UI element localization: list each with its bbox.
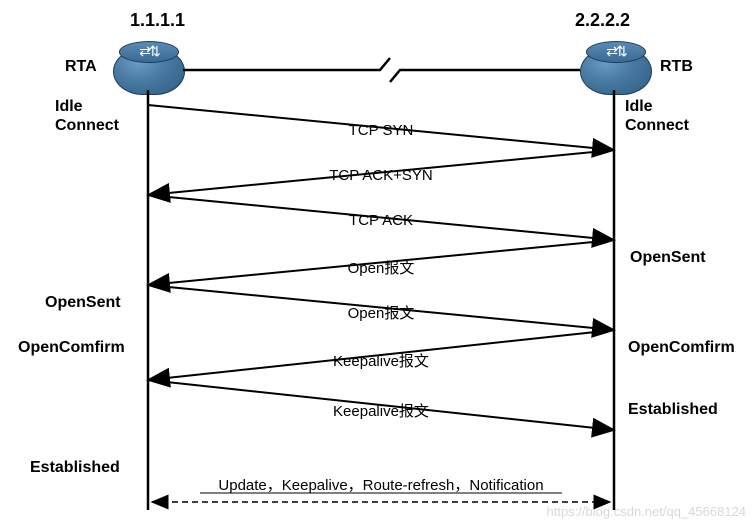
- router-arrows-icon: ⇄⇅: [139, 43, 158, 60]
- router-right-label: RTB: [660, 58, 693, 76]
- ip-right: 2.2.2.2: [575, 10, 630, 31]
- msg-tcp-acksyn: TCP ACK+SYN: [281, 167, 481, 184]
- state-right-established: Established: [628, 400, 718, 419]
- ip-left: 1.1.1.1: [130, 10, 185, 31]
- msg-open-2: Open报文: [281, 302, 481, 323]
- msg-keepalive-1: Keepalive报文: [281, 350, 481, 371]
- router-left-icon: ⇄⇅: [113, 48, 185, 95]
- state-right-opensent: OpenSent: [630, 248, 706, 267]
- router-arrows-icon: ⇄⇅: [606, 43, 625, 60]
- state-right-openconfirm: OpenComfirm: [628, 338, 735, 357]
- state-left-idle-connect: IdleConnect: [55, 97, 119, 135]
- state-right-idle-connect: IdleConnect: [625, 97, 689, 135]
- sequence-diagram: 1.1.1.1 2.2.2.2 ⇄⇅ ⇄⇅ RTA RTB IdleConnec…: [0, 0, 754, 525]
- state-left-openconfirm: OpenComfirm: [18, 338, 125, 357]
- msg-tcp-syn: TCP SYN: [281, 122, 481, 139]
- msg-open-1: Open报文: [281, 257, 481, 278]
- msg-keepalive-2: Keepalive报文: [281, 400, 481, 421]
- msg-tcp-ack: TCP ACK: [281, 212, 481, 229]
- router-left-label: RTA: [65, 58, 97, 76]
- router-right-icon: ⇄⇅: [580, 48, 652, 95]
- state-left-established: Established: [30, 458, 120, 477]
- state-left-opensent: OpenSent: [45, 293, 121, 312]
- msg-bottom-exchange: Update，Keepalive，Route-refresh，Notificat…: [190, 474, 572, 495]
- watermark: https://blog.csdn.net/qq_45668124: [547, 504, 747, 519]
